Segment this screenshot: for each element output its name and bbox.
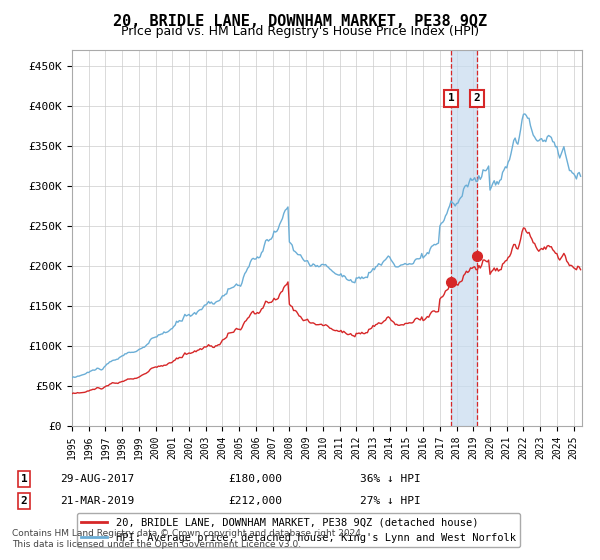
Text: 1: 1: [20, 474, 28, 484]
Text: 1: 1: [448, 94, 454, 103]
Text: 21-MAR-2019: 21-MAR-2019: [60, 496, 134, 506]
Text: 27% ↓ HPI: 27% ↓ HPI: [360, 496, 421, 506]
Text: 2: 2: [473, 94, 481, 103]
Legend: 20, BRIDLE LANE, DOWNHAM MARKET, PE38 9QZ (detached house), HPI: Average price, : 20, BRIDLE LANE, DOWNHAM MARKET, PE38 9Q…: [77, 514, 520, 547]
Text: 20, BRIDLE LANE, DOWNHAM MARKET, PE38 9QZ: 20, BRIDLE LANE, DOWNHAM MARKET, PE38 9Q…: [113, 14, 487, 29]
Text: Price paid vs. HM Land Registry's House Price Index (HPI): Price paid vs. HM Land Registry's House …: [121, 25, 479, 38]
Text: Contains HM Land Registry data © Crown copyright and database right 2024.
This d: Contains HM Land Registry data © Crown c…: [12, 529, 364, 549]
Bar: [451, 50, 477, 426]
Text: £212,000: £212,000: [228, 496, 282, 506]
Text: 36% ↓ HPI: 36% ↓ HPI: [360, 474, 421, 484]
Text: £180,000: £180,000: [228, 474, 282, 484]
Text: 29-AUG-2017: 29-AUG-2017: [60, 474, 134, 484]
Text: 2: 2: [20, 496, 28, 506]
